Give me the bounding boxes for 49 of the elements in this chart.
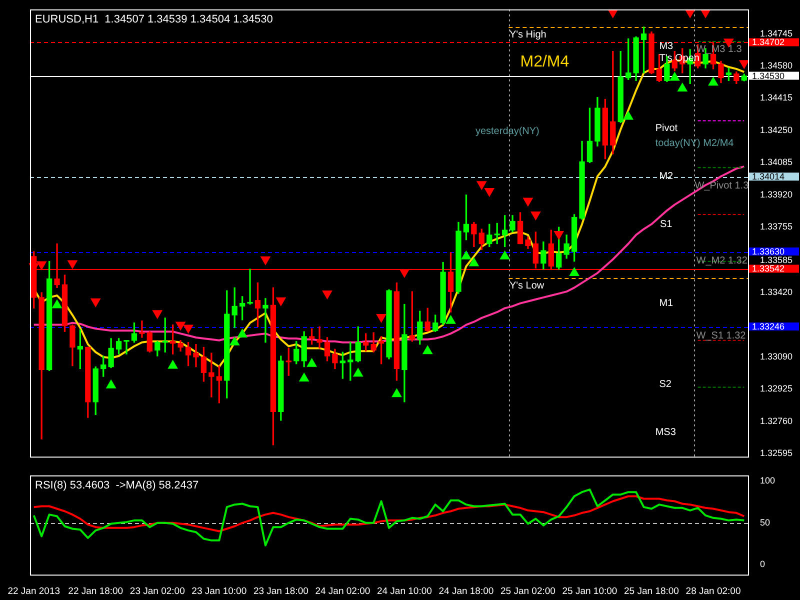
x-tick-label: 25 Jan 02:00 xyxy=(500,586,556,597)
ref-line-label: 1.34530 xyxy=(752,70,785,81)
x-tick-label: 23 Jan 02:00 xyxy=(130,586,185,597)
x-tick-label: 25 Jan 10:00 xyxy=(562,586,618,597)
ref-line-label: 1.34702 xyxy=(752,37,785,48)
annotation: MS3 xyxy=(655,426,676,438)
annotation: S2 xyxy=(659,378,672,390)
y-tick-label: 1.32925 xyxy=(760,384,793,394)
ref-line-label: 1.33246 xyxy=(752,322,785,332)
annotation: W_M2 1.32 xyxy=(696,255,748,266)
x-tick-label: 24 Jan 18:00 xyxy=(438,586,494,597)
ref-line-label: 1.34014 xyxy=(752,172,785,182)
x-tick-label: 25 Jan 18:00 xyxy=(624,586,679,597)
annotation: M3 xyxy=(659,40,674,52)
y-tick-label: 1.32760 xyxy=(760,416,793,426)
y-tick-label: 1.34250 xyxy=(760,124,793,135)
x-tick-label: 24 Jan 02:00 xyxy=(315,586,370,597)
ref-line-label: 1.33542 xyxy=(752,264,785,274)
annotation: S1 xyxy=(660,218,673,230)
y-tick-label: 100 xyxy=(760,476,776,486)
annotation: today(NY) M2/M4 xyxy=(655,138,734,149)
annotation: M2/M4 xyxy=(520,53,570,70)
y-tick-label: 1.34085 xyxy=(760,157,793,168)
y-tick-label: 1.33420 xyxy=(760,287,793,298)
y-tick-label: 1.33755 xyxy=(760,222,793,232)
annotation: Y's Low xyxy=(509,280,545,292)
annotation: Pivot xyxy=(655,122,678,134)
x-tick-label: 22 Jan 18:00 xyxy=(68,586,124,597)
y-tick-label: 1.34580 xyxy=(760,60,793,71)
chart-title: EURUSD,H1 1.34507 1.34539 1.34504 1.34530 xyxy=(35,13,273,26)
x-tick-label: 22 Jan 2013 xyxy=(8,586,60,597)
annotation: Y's High xyxy=(509,30,546,41)
annotation: yesterday(NY) xyxy=(475,126,540,137)
annotation: W_S1 1.32 xyxy=(696,330,746,342)
y-tick-label: 1.33585 xyxy=(760,254,793,265)
y-tick-label: 1.33090 xyxy=(760,351,793,362)
ref-line-label: 1.33630 xyxy=(752,246,785,257)
y-tick-label: 1.34415 xyxy=(760,92,793,103)
annotation: M1 xyxy=(659,298,674,309)
y-tick-label: 50 xyxy=(760,517,770,528)
x-tick-label: 23 Jan 10:00 xyxy=(192,586,247,597)
y-tick-label: 1.33920 xyxy=(760,189,793,200)
x-tick-label: 28 Jan 02:00 xyxy=(686,586,741,597)
y-tick-label: 0 xyxy=(760,559,766,570)
x-tick-label: 24 Jan 10:00 xyxy=(376,586,432,597)
y-tick-label: 1.32595 xyxy=(760,448,793,458)
chart-title: RSI(8) 53.4603 ->MA(8) 58.2437 xyxy=(35,479,199,492)
y-tick-label: 1.34745 xyxy=(760,28,793,38)
x-tick-label: 23 Jan 18:00 xyxy=(253,586,308,597)
